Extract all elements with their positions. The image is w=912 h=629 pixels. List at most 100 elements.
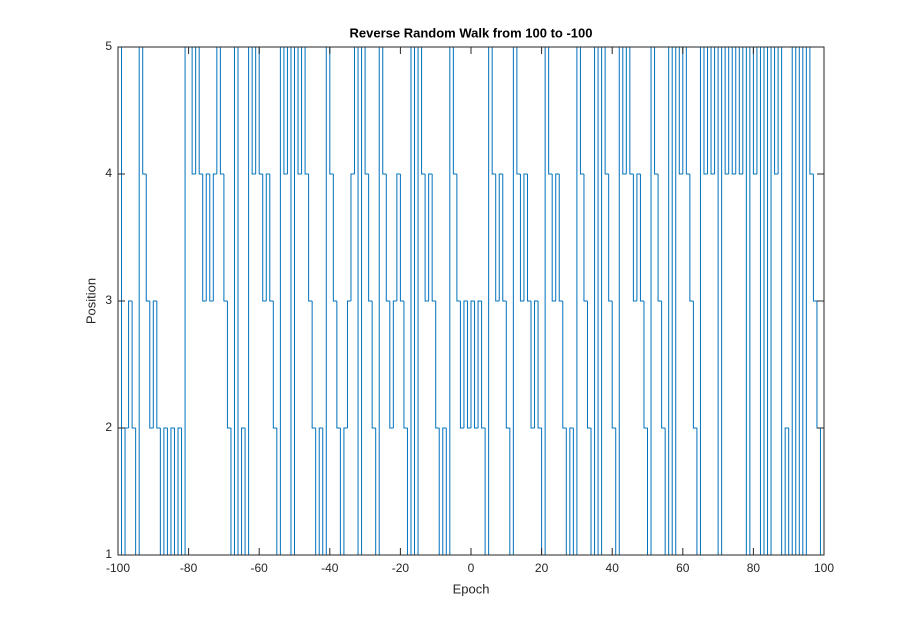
y-tick-label: 4 bbox=[105, 166, 112, 180]
x-tick-label: -20 bbox=[392, 561, 410, 575]
step bbox=[442, 427, 447, 555]
step bbox=[505, 301, 510, 429]
chart-title: Reverse Random Walk from 100 to -100 bbox=[350, 25, 593, 40]
step bbox=[382, 47, 387, 175]
step bbox=[498, 173, 503, 301]
y-tick-label: 2 bbox=[105, 420, 112, 434]
step bbox=[399, 174, 404, 302]
x-tick-label: 60 bbox=[676, 561, 690, 575]
step bbox=[297, 47, 302, 175]
step bbox=[124, 427, 129, 555]
step bbox=[131, 301, 136, 429]
step bbox=[389, 301, 394, 429]
step bbox=[752, 47, 757, 175]
step bbox=[209, 174, 214, 302]
step bbox=[738, 47, 743, 175]
step bbox=[346, 300, 351, 428]
step bbox=[657, 174, 662, 302]
step bbox=[812, 174, 817, 302]
step bbox=[431, 174, 436, 302]
step bbox=[304, 47, 309, 175]
step bbox=[643, 301, 648, 429]
step bbox=[392, 300, 397, 428]
step bbox=[152, 300, 157, 428]
step bbox=[241, 427, 246, 555]
step bbox=[212, 173, 217, 301]
y-tick-label: 1 bbox=[105, 547, 112, 561]
step bbox=[311, 301, 316, 429]
step bbox=[463, 300, 468, 428]
step bbox=[551, 174, 556, 302]
step bbox=[477, 300, 482, 428]
step bbox=[639, 174, 644, 302]
step bbox=[336, 301, 341, 429]
step bbox=[636, 173, 641, 301]
step bbox=[128, 300, 133, 428]
step bbox=[784, 427, 789, 555]
step bbox=[226, 301, 231, 429]
step bbox=[269, 174, 274, 302]
step bbox=[579, 47, 584, 175]
step bbox=[724, 47, 729, 175]
step bbox=[332, 174, 337, 302]
step bbox=[526, 174, 532, 302]
step bbox=[308, 174, 313, 302]
x-tick-label: -60 bbox=[251, 561, 269, 575]
x-tick-label: 20 bbox=[535, 561, 549, 575]
step bbox=[495, 174, 500, 302]
step bbox=[608, 174, 613, 302]
step bbox=[678, 47, 683, 175]
step bbox=[350, 173, 355, 301]
step bbox=[343, 427, 348, 555]
step bbox=[368, 174, 373, 302]
step bbox=[534, 300, 539, 428]
step bbox=[145, 174, 150, 302]
step bbox=[774, 47, 779, 175]
y-tick-label: 5 bbox=[105, 39, 112, 53]
step bbox=[519, 174, 524, 302]
step bbox=[583, 174, 588, 302]
x-tick-label: 80 bbox=[747, 561, 761, 575]
step bbox=[459, 301, 464, 429]
step bbox=[318, 427, 323, 555]
step bbox=[262, 174, 267, 302]
step bbox=[258, 47, 263, 175]
step bbox=[163, 427, 168, 555]
step bbox=[502, 174, 507, 302]
step bbox=[142, 47, 147, 175]
step bbox=[809, 47, 814, 175]
step bbox=[710, 47, 715, 175]
step bbox=[265, 173, 270, 301]
step bbox=[170, 427, 175, 555]
step bbox=[537, 301, 542, 429]
step bbox=[251, 47, 256, 175]
step bbox=[632, 174, 637, 302]
step bbox=[629, 47, 634, 175]
step bbox=[424, 174, 429, 302]
step bbox=[198, 47, 203, 175]
step bbox=[177, 427, 182, 555]
step bbox=[149, 301, 154, 429]
step bbox=[516, 47, 521, 175]
step bbox=[452, 47, 457, 175]
step bbox=[661, 301, 666, 429]
step bbox=[364, 47, 369, 175]
step bbox=[562, 301, 567, 429]
step bbox=[396, 173, 401, 301]
step bbox=[703, 47, 708, 175]
step bbox=[428, 173, 433, 301]
step bbox=[622, 47, 627, 175]
step bbox=[272, 301, 277, 429]
step bbox=[435, 301, 440, 429]
step bbox=[466, 301, 471, 429]
step bbox=[191, 47, 196, 175]
step bbox=[692, 301, 697, 429]
step bbox=[481, 301, 486, 429]
x-tick-label: 0 bbox=[468, 561, 475, 575]
step bbox=[283, 47, 288, 175]
step bbox=[156, 301, 161, 429]
step bbox=[654, 47, 659, 175]
step bbox=[548, 47, 553, 175]
